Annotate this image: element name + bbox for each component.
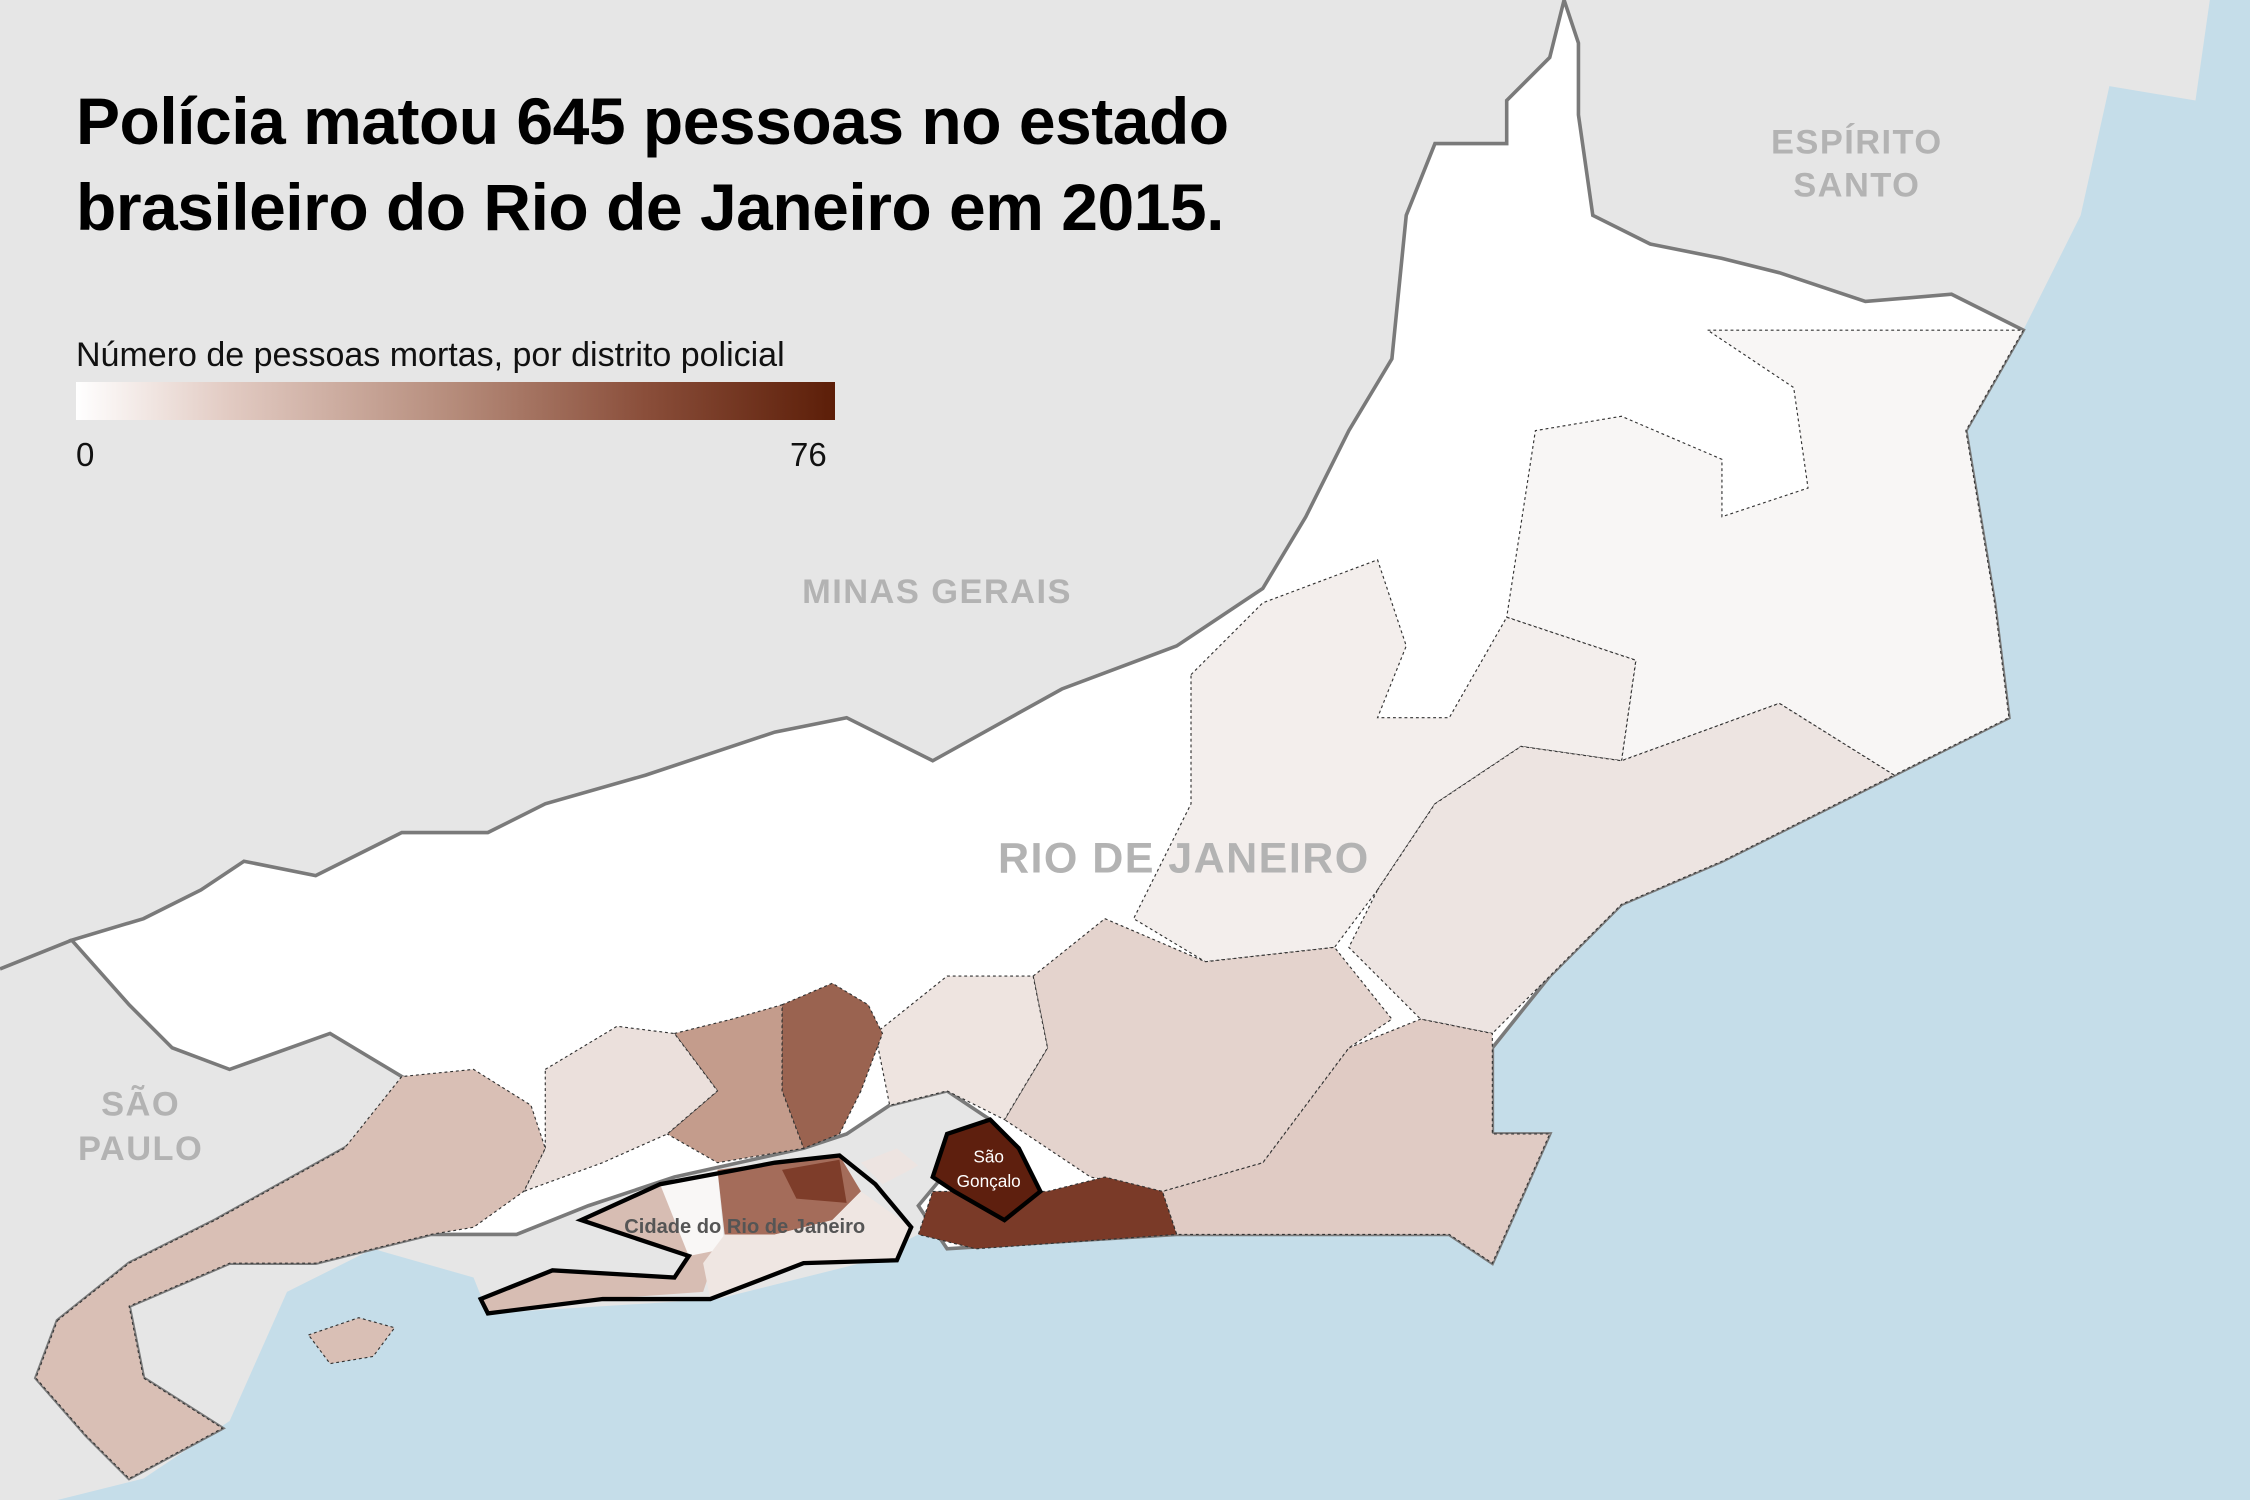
rio-city-outline <box>477 1153 914 1316</box>
label-espirito-santo-1: ESPÍRITO <box>1771 122 1943 162</box>
sao-goncalo-district <box>930 1117 1044 1223</box>
label-sao-paulo-2: PAULO <box>78 1130 203 1168</box>
district-lagos <box>1161 1018 1551 1265</box>
sea <box>57 0 2250 1500</box>
label-espirito-santo-2: SANTO <box>1793 167 1920 205</box>
legend-color-scale <box>76 382 835 420</box>
guanabara-island <box>860 1148 919 1185</box>
label-sao-goncalo-2: Gonçalo <box>957 1171 1021 1191</box>
district-itaguai <box>522 1025 719 1193</box>
district-costa-verde <box>35 1068 546 1480</box>
rio-city-south <box>703 1191 912 1300</box>
label-minas-gerais: MINAS GERAIS <box>802 573 1072 611</box>
rio-city-north-dark <box>782 1159 847 1203</box>
label-rio-de-janeiro: RIO DE JANEIRO <box>998 835 1370 883</box>
legend-max: 76 <box>790 436 827 473</box>
label-sao-paulo-1: SÃO <box>101 1084 180 1123</box>
rio-city-west <box>480 1184 718 1314</box>
district-guapimirim <box>874 975 1049 1121</box>
label-cidade-rio: Cidade do Rio de Janeiro <box>624 1216 865 1238</box>
sao-paulo-state-border <box>0 938 73 971</box>
map-title: Polícia matou 645 pessoas no estado bras… <box>76 78 1229 250</box>
district-nova-iguacu <box>666 1004 805 1164</box>
rio-city-center-west <box>660 1169 725 1256</box>
district-duque-de-caxias <box>781 982 884 1150</box>
legend-min: 0 <box>76 436 95 473</box>
district-south-central <box>1003 917 1393 1192</box>
label-sao-goncalo-1: São <box>973 1147 1004 1167</box>
title-line-1: Polícia matou 645 pessoas no estado <box>76 84 1229 158</box>
district-east-coast <box>1348 702 1896 1035</box>
island-ilha-grande <box>307 1317 396 1365</box>
title-line-2: brasileiro do Rio de Janeiro em 2015. <box>76 170 1224 244</box>
legend-title: Número de pessoas mortas, por distrito p… <box>76 336 785 374</box>
